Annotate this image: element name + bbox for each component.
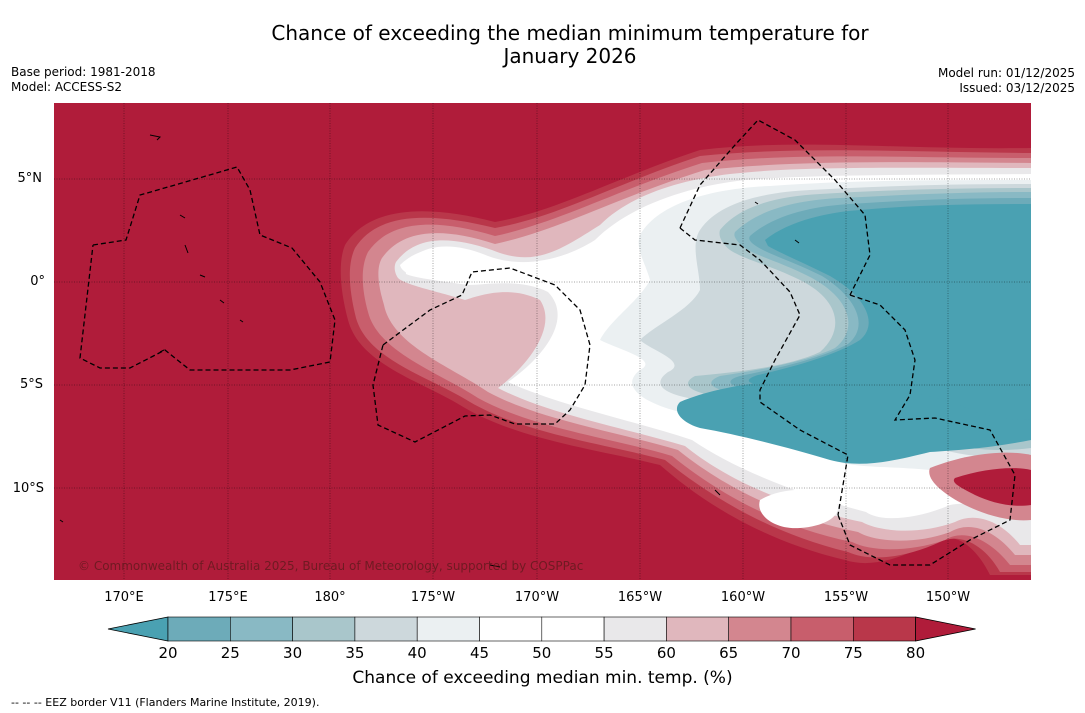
- colorbar-tick-40: 40: [407, 644, 427, 662]
- colorbar-swatch-25: [230, 616, 293, 642]
- eez-border-line-islands-east: [837, 294, 1016, 566]
- band-patch-lower-right-core: [953, 468, 1031, 506]
- colorbar-extend-high: [915, 616, 976, 642]
- title-line-2: January 2026: [503, 44, 637, 68]
- colorbar-swatch-55: [603, 616, 667, 642]
- lon-label-150w: 150°W: [925, 590, 971, 605]
- colorbar-extend-low: [107, 616, 169, 642]
- lon-label-175e: 175°E: [208, 590, 248, 605]
- lat-label-5n: 5°N: [17, 171, 43, 186]
- title-line-1: Chance of exceeding the median minimum t…: [271, 21, 869, 45]
- lat-label-0: 0°: [30, 274, 45, 289]
- colorbar-swatch-30: [292, 616, 356, 642]
- band-20-lower: [676, 379, 1031, 464]
- band-20: [748, 204, 1031, 424]
- colorbar-swatch-60: [666, 616, 730, 642]
- lat-label-10s: 10°S: [12, 481, 44, 496]
- colorbar-swatch-45: [479, 616, 543, 642]
- base-period: Base period: 1981-2018: [11, 65, 156, 79]
- lon-label-170w: 170°W: [514, 590, 560, 605]
- colorbar-swatch-20: [167, 616, 231, 642]
- colorbar-tick-70: 70: [781, 644, 801, 662]
- colorbar-tick-25: 25: [220, 644, 240, 662]
- colorbar-tick-50: 50: [532, 644, 552, 662]
- graticule: [54, 103, 1031, 580]
- map-field: [54, 103, 1031, 580]
- meta-right: Model run: 01/12/2025 Issued: 03/12/2025: [938, 66, 1075, 96]
- colorbar-tick-65: 65: [719, 644, 739, 662]
- colorbar-swatch-70: [790, 616, 854, 642]
- eez-border-line-islands-inner: [679, 227, 849, 516]
- colorbar-tick-35: 35: [345, 644, 365, 662]
- lat-label-5s: 5°S: [19, 377, 43, 392]
- islands: [59, 134, 800, 568]
- colorbar-tick-45: 45: [469, 644, 490, 662]
- colorbar: [107, 616, 976, 642]
- lon-label-180: 180°: [314, 590, 346, 605]
- band-white-pocket-2: [759, 489, 839, 529]
- colorbar-swatch-50: [541, 616, 605, 642]
- colorbar-swatch-35: [354, 616, 418, 642]
- colorbar-tick-30: 30: [283, 644, 303, 662]
- meta-left: Base period: 1981-2018 Model: ACCESS-S2: [11, 65, 156, 95]
- colorbar-label: Chance of exceeding median min. temp. (%…: [352, 668, 733, 688]
- lon-label-175w: 175°W: [410, 590, 456, 605]
- colorbar-swatch-65: [728, 616, 792, 642]
- eez-border-phoenix: [372, 267, 591, 443]
- colorbar-swatch-75: [852, 616, 916, 642]
- colorbar-tick-80: 80: [906, 644, 926, 662]
- lon-label-170e: 170°E: [104, 590, 144, 605]
- model-run: Model run: 01/12/2025: [937, 66, 1075, 80]
- colorbar-tick-20: 20: [158, 644, 178, 662]
- lon-label-165w: 165°W: [617, 590, 663, 605]
- lon-label-155w: 155°W: [823, 590, 869, 605]
- eez-legend-footer: -- -- -- EEZ border V11 (Flanders Marine…: [11, 696, 320, 709]
- eez-borders: [79, 119, 1016, 566]
- lon-label-160w: 160°W: [720, 590, 766, 605]
- issued-date: Issued: 03/12/2025: [959, 81, 1075, 95]
- eez-border-kiribati-gilbert: [79, 166, 336, 371]
- colorbar-tick-60: 60: [656, 644, 676, 662]
- copyright-credit: © Commonwealth of Australia 2025, Bureau…: [78, 559, 584, 573]
- colorbar-swatch-40: [416, 616, 480, 642]
- colorbar-tick-75: 75: [843, 644, 863, 662]
- model-name: Model: ACCESS-S2: [11, 80, 123, 94]
- eez-border-line-islands-north: [679, 119, 871, 296]
- map-title: Chance of exceeding the median minimum t…: [0, 22, 1085, 68]
- colorbar-tick-55: 55: [594, 644, 614, 662]
- band-white-pocket-1: [400, 247, 483, 281]
